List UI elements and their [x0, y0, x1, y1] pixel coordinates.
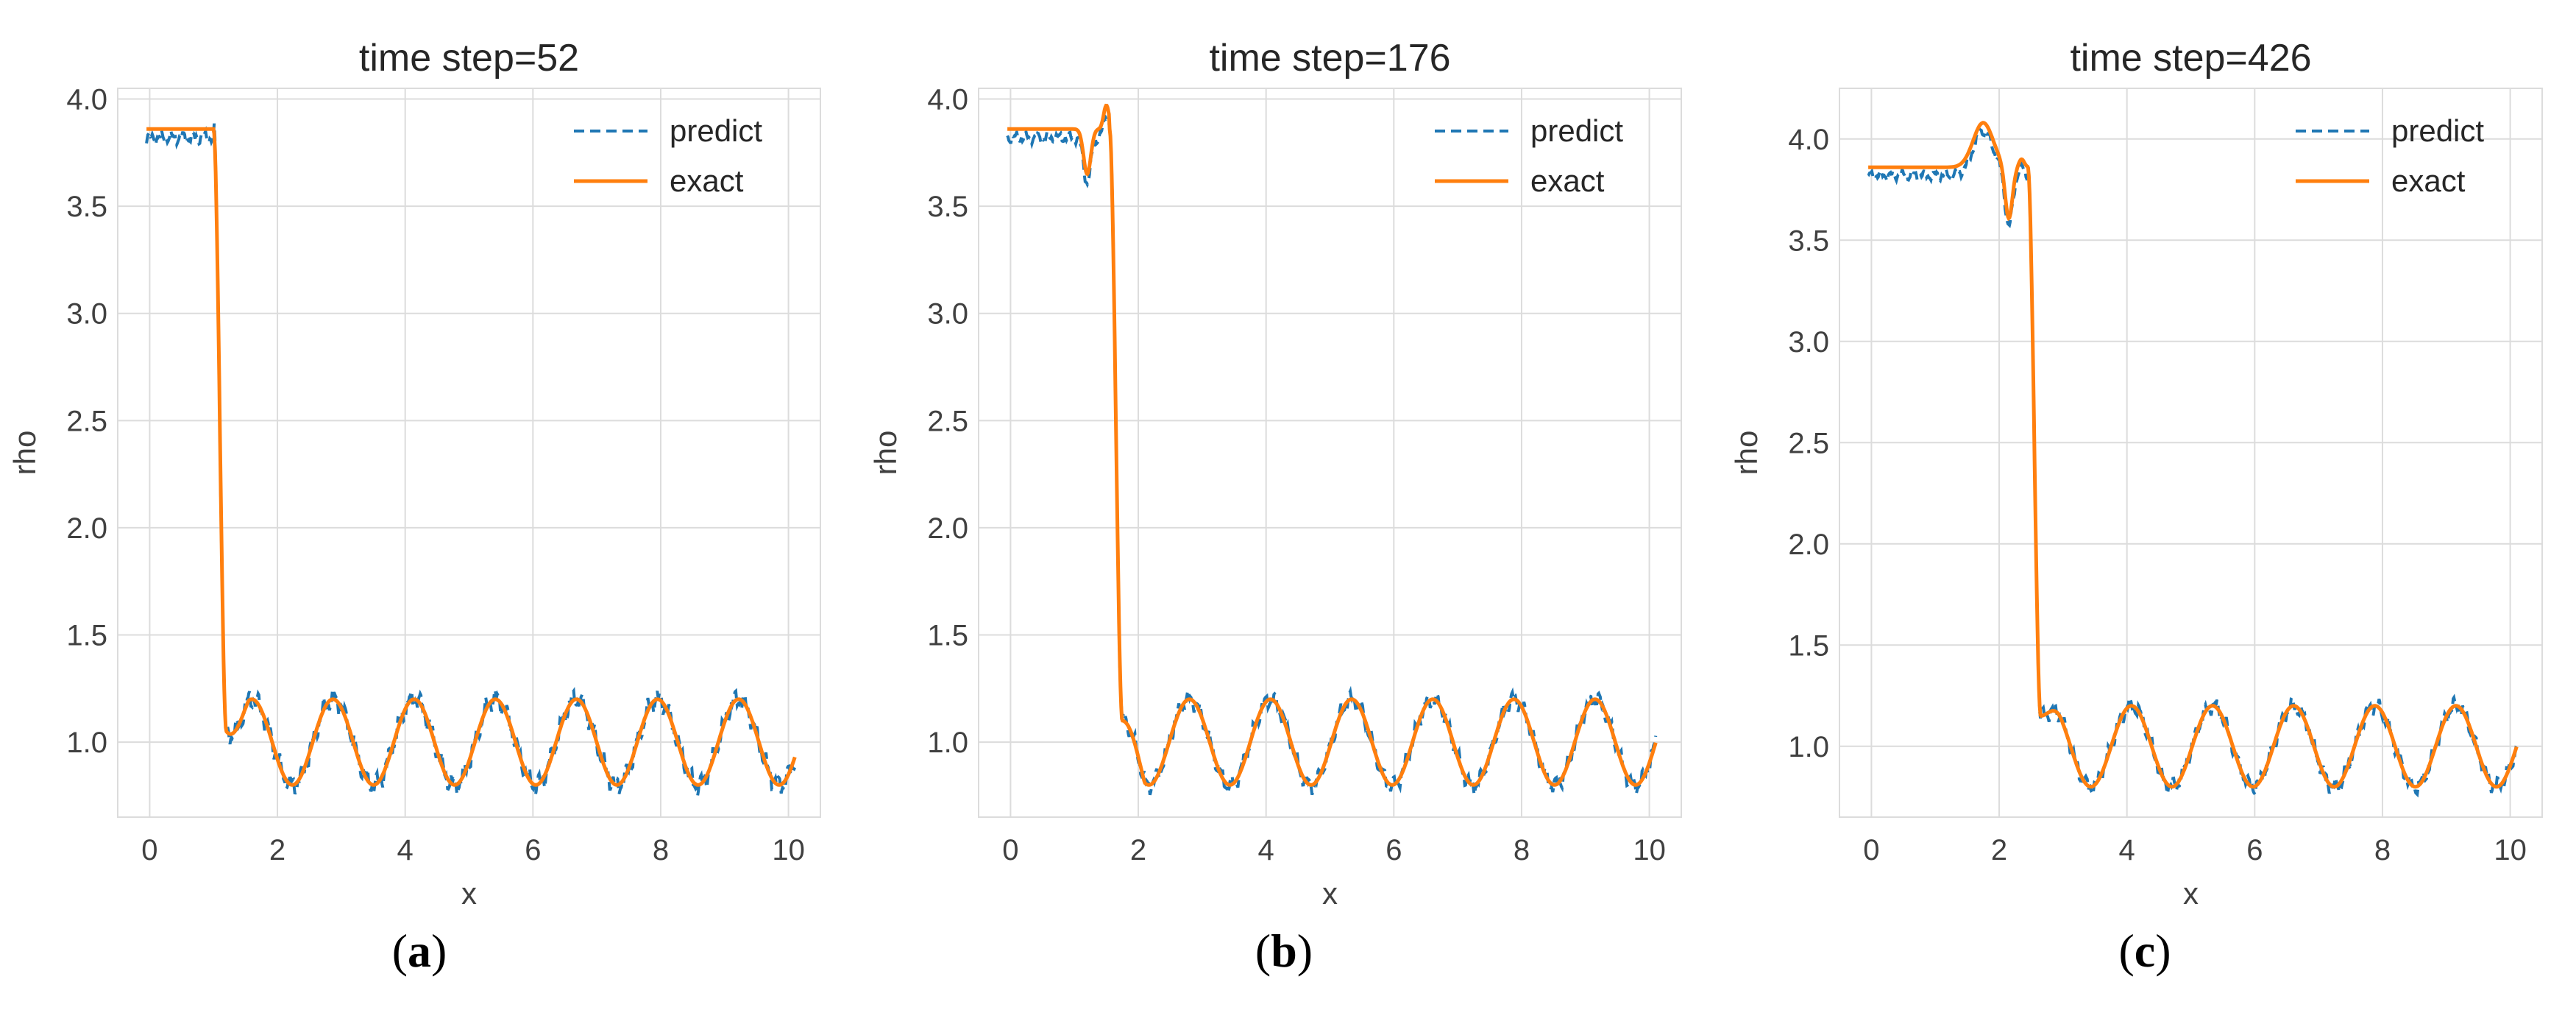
y-tick-label: 1.5	[927, 620, 968, 652]
y-tick-label: 2.0	[66, 512, 107, 545]
y-tick-label: 1.0	[66, 727, 107, 759]
caption-b: (b)	[1255, 925, 1313, 977]
chart-panel-b: 0 2 4 6 8 10 1.0 1.5 2.0 2.5 3.0 3.5 4.0 x rho time ste…	[868, 37, 1682, 911]
y-tick-label: 1.0	[927, 727, 968, 759]
x-tick-label: 6	[1385, 834, 1402, 866]
legend-label-exact: exact	[2391, 163, 2466, 198]
chart-panel-c: 0 2 4 6 8 10 1.0 1.5 2.0 2.5 3.0 3.5 4.0 x rho time ste…	[1729, 37, 2543, 911]
legend-label-predict: predict	[2391, 113, 2484, 148]
y-tick-label: 4.0	[927, 84, 968, 116]
y-tick-label: 1.5	[1788, 629, 1829, 662]
y-tick-label: 3.5	[927, 191, 968, 223]
x-tick-label: 8	[1514, 834, 1530, 866]
y-tick-label: 2.5	[66, 405, 107, 437]
x-tick-label: 10	[1633, 834, 1666, 866]
x-tick-label: 2	[1991, 834, 2007, 866]
legend-label-exact: exact	[670, 163, 744, 198]
series-exact-line	[1007, 103, 1658, 787]
chart-panel-a: 0 2 4 6 8 10 1.0 1.5 2.0 2.5 3.0 3.5 4.0 x rho time ste…	[7, 37, 821, 911]
chart-title: time step=176	[1209, 37, 1450, 80]
x-tick-label: 0	[1863, 834, 1879, 866]
x-tick-label: 10	[2494, 834, 2527, 866]
x-tick-label: 4	[2119, 834, 2135, 866]
plot-area	[117, 88, 821, 818]
x-tick-label: 0	[1002, 834, 1018, 866]
y-tick-label: 4.0	[1788, 124, 1829, 156]
chart-title: time step=426	[2070, 37, 2311, 80]
plot-area	[1839, 88, 2543, 818]
plot-area	[978, 88, 1682, 818]
y-tick-label: 2.0	[1788, 529, 1829, 561]
y-tick-label: 4.0	[66, 84, 107, 116]
x-tick-label: 2	[269, 834, 285, 866]
x-tick-label: 8	[2374, 834, 2391, 866]
y-axis-label: rho	[7, 431, 42, 476]
x-tick-label: 6	[525, 834, 541, 866]
y-tick-label: 3.5	[1788, 225, 1829, 257]
y-tick-label: 3.0	[927, 298, 968, 331]
y-axis-label: rho	[1729, 431, 1764, 476]
y-tick-label: 2.0	[927, 512, 968, 545]
y-axis-label: rho	[868, 431, 903, 476]
y-tick-label: 3.0	[66, 298, 107, 331]
x-axis-label: x	[1322, 876, 1338, 911]
x-tick-label: 2	[1130, 834, 1146, 866]
x-tick-label: 0	[141, 834, 157, 866]
x-tick-label: 10	[772, 834, 805, 866]
caption-c: (c)	[2118, 925, 2171, 977]
y-tick-label: 2.5	[1788, 427, 1829, 459]
y-tick-label: 2.5	[927, 405, 968, 437]
series-exact-line	[146, 127, 797, 787]
x-tick-label: 4	[1258, 834, 1274, 866]
y-tick-label: 3.0	[1788, 326, 1829, 359]
caption-a: (a)	[391, 925, 447, 977]
x-axis-label: x	[461, 876, 477, 911]
y-tick-label: 3.5	[66, 191, 107, 223]
legend-label-predict: predict	[1530, 113, 1623, 148]
legend-label-predict: predict	[670, 113, 762, 148]
x-tick-label: 6	[2246, 834, 2263, 866]
legend-label-exact: exact	[1530, 163, 1605, 198]
x-tick-label: 8	[653, 834, 669, 866]
y-tick-label: 1.5	[66, 620, 107, 652]
chart-title: time step=52	[359, 37, 579, 80]
x-axis-label: x	[2183, 876, 2199, 911]
x-tick-label: 4	[397, 834, 414, 866]
y-tick-label: 1.0	[1788, 731, 1829, 763]
series-exact-line	[1868, 121, 2519, 789]
